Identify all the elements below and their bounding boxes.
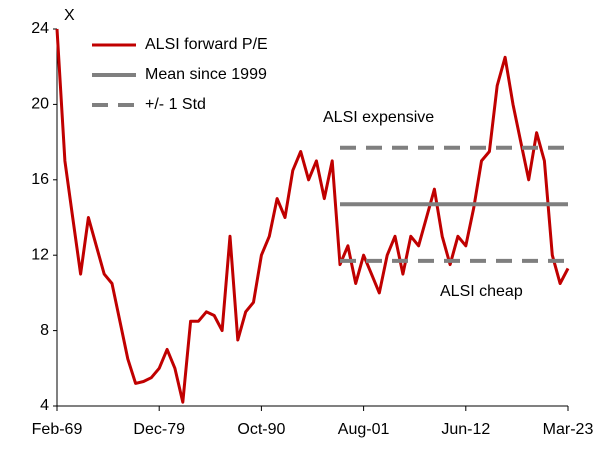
legend-label: ALSI forward P/E — [145, 36, 268, 53]
legend-label: +/- 1 Std — [145, 96, 206, 113]
annotation: ALSI expensive — [323, 109, 434, 126]
x-tick-label: Feb-69 — [32, 421, 83, 438]
y-tick-label: 12 — [31, 246, 49, 263]
x-tick-label: Dec-79 — [133, 421, 185, 438]
y-tick-label: 8 — [40, 322, 49, 339]
y-axis-label: X — [64, 7, 75, 24]
annotation: ALSI cheap — [440, 283, 523, 300]
x-tick-label: Mar-23 — [543, 421, 594, 438]
y-tick-label: 4 — [40, 397, 49, 414]
series-line — [55, 28, 570, 404]
x-tick-label: Jun-12 — [441, 421, 490, 438]
y-tick-label: 24 — [31, 20, 49, 37]
y-tick-label: 16 — [31, 171, 49, 188]
y-tick-label: 20 — [31, 96, 49, 113]
x-tick-label: Aug-01 — [338, 421, 390, 438]
x-tick-label: Oct-90 — [237, 421, 285, 438]
legend-label: Mean since 1999 — [145, 66, 267, 83]
